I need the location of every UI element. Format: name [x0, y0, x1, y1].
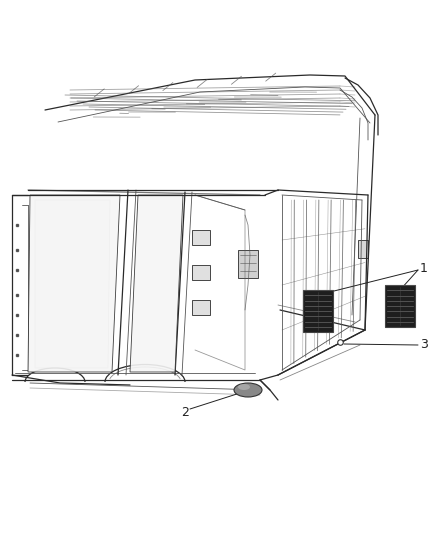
Ellipse shape: [238, 384, 250, 390]
Bar: [303, 290, 333, 332]
Bar: [192, 300, 210, 315]
Bar: [238, 250, 258, 278]
Polygon shape: [130, 195, 183, 372]
Ellipse shape: [234, 383, 262, 397]
Text: 3: 3: [420, 338, 428, 351]
Bar: [192, 265, 210, 280]
Bar: [385, 285, 415, 327]
Bar: [358, 240, 368, 258]
Text: 1: 1: [420, 262, 428, 274]
Bar: [192, 230, 210, 245]
Polygon shape: [28, 195, 120, 372]
Polygon shape: [35, 200, 110, 368]
Text: 2: 2: [181, 406, 189, 418]
